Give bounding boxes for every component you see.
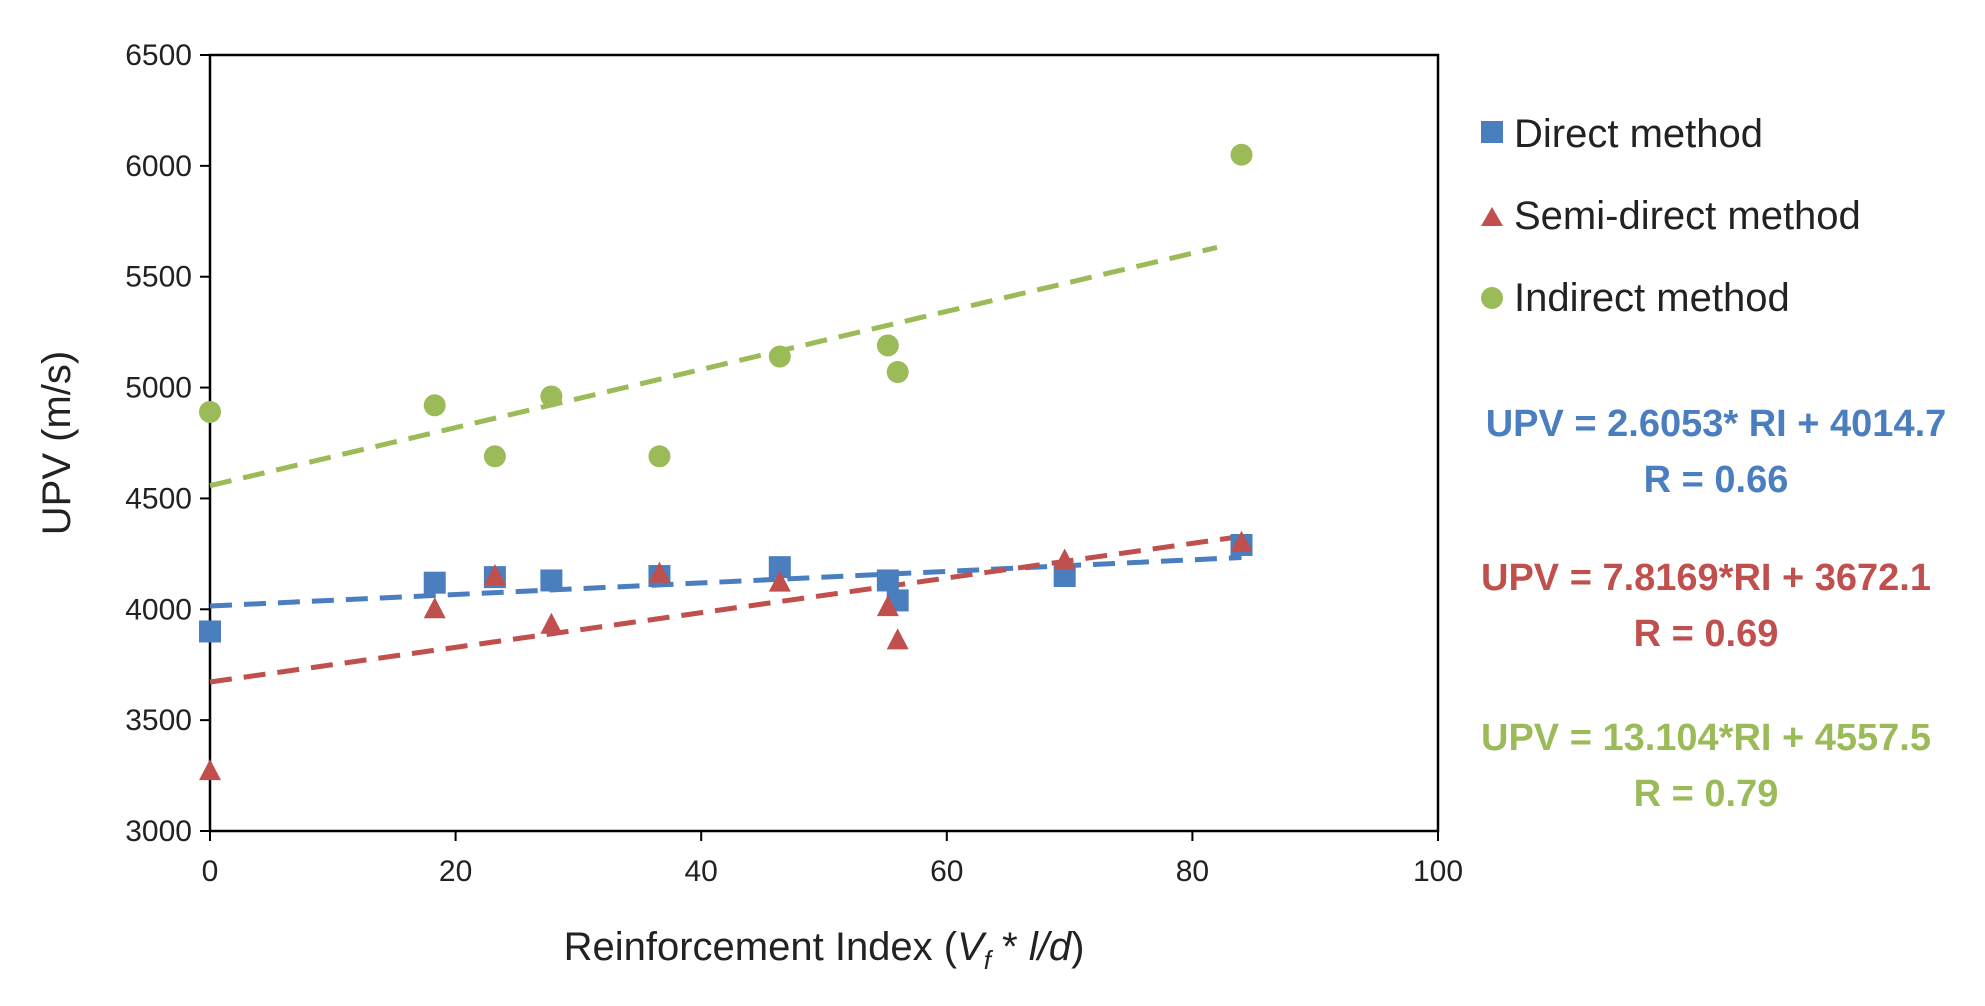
trendline-triangle — [209, 533, 1242, 685]
legend-item-direct: Direct method — [1481, 112, 1763, 156]
legend-item-indirect: Indirect method — [1481, 276, 1790, 320]
legend: Direct method Semi-direct method Indirec… — [1481, 112, 1861, 320]
point-semi-direct — [876, 595, 899, 617]
y-tick-label: 3500 — [125, 704, 192, 737]
r-value-indirect: R = 0.79 — [1634, 773, 1779, 815]
y-tick-label: 5500 — [125, 261, 192, 294]
x-tick-label: 60 — [930, 855, 963, 888]
y-tick-label: 6500 — [125, 39, 192, 72]
x-axis-title-ld: l/d — [1029, 925, 1073, 969]
point-direct — [768, 556, 791, 579]
trendline-circle — [209, 245, 1218, 489]
x-axis-ticks: 0 20 40 60 80 100 — [202, 831, 1463, 888]
point-direct — [1053, 565, 1076, 588]
point-semi-direct — [886, 628, 909, 650]
point-indirect — [1230, 143, 1253, 166]
point-indirect — [876, 334, 899, 357]
legend-label-semi-direct: Semi-direct method — [1514, 194, 1861, 238]
point-semi-direct — [540, 612, 563, 634]
x-axis-title-sub: f — [984, 945, 994, 975]
point-indirect — [199, 400, 221, 423]
trendlines — [209, 245, 1242, 685]
legend-circle-marker — [1481, 287, 1503, 309]
point-indirect — [483, 445, 506, 468]
legend-label-direct: Direct method — [1514, 112, 1763, 156]
point-semi-direct — [1053, 548, 1076, 570]
x-axis-title: Reinforcement Index (Vf * l/d) — [564, 925, 1085, 975]
plot-area — [208, 53, 1440, 833]
point-direct — [540, 569, 563, 592]
x-axis-title-suffix: ) — [1071, 925, 1084, 969]
trendline-square — [209, 555, 1242, 609]
point-indirect — [423, 394, 446, 417]
equation-indirect: UPV = 13.104*RI + 4557.5 — [1481, 717, 1931, 759]
y-tick-label: 4000 — [125, 593, 192, 626]
data-points — [199, 143, 1253, 781]
x-tick-label: 0 — [202, 855, 219, 888]
point-semi-direct — [423, 597, 446, 619]
r-value-direct: R = 0.66 — [1644, 459, 1789, 501]
point-semi-direct — [768, 570, 791, 592]
equation-semi-direct: UPV = 7.8169*RI + 3672.1 — [1481, 557, 1931, 599]
y-axis-ticks: 3000 3500 4000 4500 5000 5500 6000 6500 — [125, 39, 210, 848]
point-indirect — [540, 385, 563, 408]
y-tick-label: 4500 — [125, 482, 192, 515]
r-value-semi-direct: R = 0.69 — [1634, 613, 1779, 655]
point-semi-direct — [1230, 530, 1253, 552]
x-tick-label: 100 — [1413, 855, 1463, 888]
y-axis-title: UPV (m/s) — [35, 351, 79, 535]
legend-label-indirect: Indirect method — [1514, 276, 1790, 320]
legend-item-semi-direct: Semi-direct method — [1481, 194, 1861, 238]
y-tick-label: 5000 — [125, 372, 192, 405]
point-indirect — [768, 345, 791, 368]
x-axis-title-vf: V — [957, 925, 987, 969]
point-direct — [876, 569, 899, 592]
equation-direct: UPV = 2.6053* RI + 4014.7 — [1486, 403, 1947, 445]
point-direct — [423, 571, 446, 594]
y-tick-label: 6000 — [125, 150, 192, 183]
x-tick-label: 20 — [439, 855, 472, 888]
point-indirect — [886, 361, 909, 384]
x-tick-label: 80 — [1176, 855, 1209, 888]
point-indirect — [648, 445, 671, 468]
legend-square-marker — [1481, 121, 1503, 143]
x-axis-title-mid: * — [991, 925, 1029, 969]
x-tick-label: 40 — [685, 855, 718, 888]
point-semi-direct — [483, 564, 506, 586]
point-direct — [199, 620, 221, 643]
x-axis-title-prefix: Reinforcement Index ( — [564, 925, 958, 969]
legend-triangle-marker — [1481, 207, 1503, 226]
point-semi-direct — [199, 759, 221, 781]
y-tick-label: 3000 — [125, 815, 192, 848]
point-semi-direct — [648, 561, 671, 583]
trend-equations: UPV = 2.6053* RI + 4014.7 R = 0.66 UPV =… — [1481, 403, 1946, 815]
